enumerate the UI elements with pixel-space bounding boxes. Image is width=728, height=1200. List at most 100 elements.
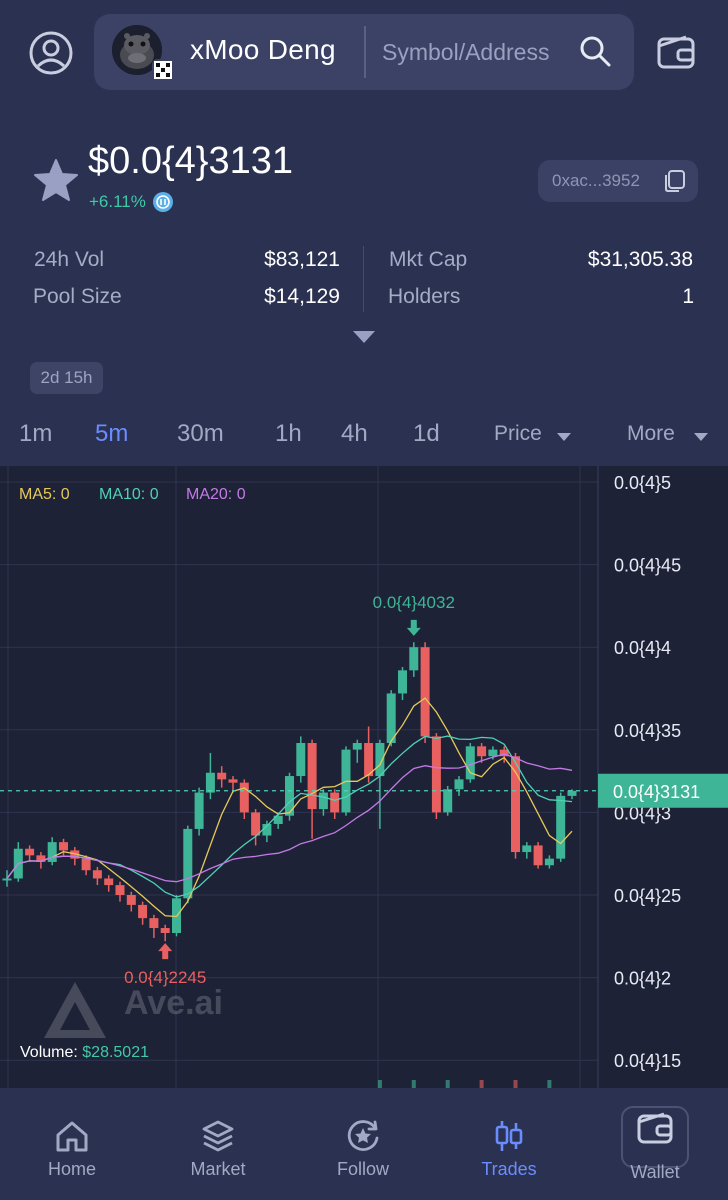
candle-body bbox=[522, 845, 532, 853]
tab-5m[interactable]: 5m bbox=[95, 420, 129, 447]
candlestick-chart[interactable]: 0.0{4}50.0{4}450.0{4}40.0{4}350.0{4}30.0… bbox=[0, 466, 728, 1088]
candle-body bbox=[296, 743, 306, 777]
nav-home[interactable]: Home bbox=[12, 1088, 132, 1200]
price-chart[interactable]: 0.0{4}5 0.0{4}45 0.0{4}4 0.0{4}35 0.0{4}3 0.0… bbox=[0, 466, 728, 1088]
candle-body bbox=[126, 895, 136, 905]
candle-body bbox=[375, 743, 385, 777]
nav-home-label: Home bbox=[47, 1159, 96, 1179]
candle-body bbox=[330, 792, 340, 813]
candle-body bbox=[386, 693, 396, 744]
token-avatar bbox=[112, 25, 162, 75]
search-divider bbox=[364, 26, 366, 78]
nav-market-label: Market bbox=[190, 1159, 246, 1179]
candle-body bbox=[104, 878, 114, 886]
y-tick-label: 0.0{4}2 bbox=[614, 969, 671, 989]
volume-label: Volume: bbox=[20, 1044, 78, 1061]
candle-body bbox=[511, 756, 520, 853]
candle-body bbox=[409, 647, 419, 671]
more-caret-icon[interactable] bbox=[694, 433, 708, 441]
favorite-star-icon[interactable] bbox=[33, 158, 79, 202]
candle-body bbox=[431, 736, 441, 813]
candle-body bbox=[533, 845, 543, 866]
candle-body bbox=[59, 842, 68, 851]
high-price-label: 0.0{4}4032 bbox=[373, 593, 455, 612]
volume-readout: Volume: $28.5021 bbox=[20, 1044, 149, 1062]
candle-body bbox=[285, 776, 294, 816]
ma5-line bbox=[6, 697, 573, 918]
candle-body bbox=[25, 848, 35, 856]
price-caret-icon[interactable] bbox=[557, 433, 571, 441]
ma10-legend: MA10: 0 bbox=[99, 486, 159, 503]
high-arrow-icon bbox=[406, 619, 421, 636]
volume-bar bbox=[513, 1080, 518, 1088]
nav-trades[interactable]: Trades bbox=[449, 1088, 569, 1200]
candle-body bbox=[352, 743, 362, 750]
price-dropdown[interactable]: Price bbox=[494, 422, 542, 445]
candle-body bbox=[567, 790, 577, 796]
volume-bar bbox=[445, 1080, 450, 1088]
volume-bar bbox=[377, 1080, 382, 1088]
ave-logo-icon bbox=[44, 982, 106, 1038]
candle-body bbox=[273, 815, 283, 824]
candle-body bbox=[398, 670, 407, 694]
volume-bar bbox=[547, 1080, 552, 1088]
holders-value: 1 bbox=[682, 285, 694, 308]
candle-body bbox=[443, 789, 453, 813]
top-bar: xMoo Deng bbox=[0, 0, 728, 104]
wallet-icon bbox=[637, 1112, 673, 1144]
more-dropdown[interactable]: More bbox=[627, 422, 675, 445]
expand-triangle-icon[interactable] bbox=[352, 330, 376, 344]
vol-24h-value: $83,121 bbox=[264, 248, 340, 271]
price-change: +6.11% bbox=[89, 192, 146, 211]
tab-30m[interactable]: 30m bbox=[177, 420, 224, 447]
candles-icon bbox=[495, 1121, 523, 1151]
info-badge-icon[interactable] bbox=[152, 191, 174, 213]
vol-24h-label: 24h Vol bbox=[34, 248, 105, 271]
interval-tabs: 1m 5m 30m 1h 4h 1d Price More bbox=[0, 412, 728, 464]
candle-body bbox=[318, 792, 328, 810]
wallet-header-icon[interactable] bbox=[656, 32, 696, 72]
candle-body bbox=[115, 885, 125, 895]
candle-body bbox=[92, 870, 102, 879]
search-input[interactable] bbox=[382, 32, 572, 72]
candle-body bbox=[228, 779, 238, 783]
candle-body bbox=[544, 858, 554, 866]
candle-body bbox=[2, 878, 12, 881]
token-price: $0.0{4}3131 bbox=[88, 140, 294, 182]
candle-body bbox=[70, 850, 80, 859]
volume-value: $28.5021 bbox=[82, 1044, 149, 1061]
volume-bar bbox=[479, 1080, 484, 1088]
current-price-label: 0.0{4}3131 bbox=[613, 782, 700, 802]
stats-divider bbox=[363, 246, 364, 312]
candle-body bbox=[149, 918, 159, 929]
ma5-legend: MA5: 0 bbox=[19, 486, 70, 503]
search-icon[interactable] bbox=[578, 34, 612, 68]
nav-follow[interactable]: Follow bbox=[303, 1088, 423, 1200]
candle-body bbox=[364, 743, 374, 777]
nav-market[interactable]: Market bbox=[158, 1088, 278, 1200]
candle-body bbox=[239, 782, 249, 813]
y-tick-label: 0.0{4}25 bbox=[614, 886, 681, 906]
pool-size-value: $14,129 bbox=[264, 285, 340, 308]
watermark-text: Ave.ai bbox=[124, 984, 223, 1022]
tab-1h[interactable]: 1h bbox=[275, 420, 302, 447]
low-price-label: 0.0{4}2245 bbox=[124, 968, 206, 987]
tab-1m[interactable]: 1m bbox=[19, 420, 53, 447]
profile-icon[interactable] bbox=[28, 30, 74, 76]
tab-1d[interactable]: 1d bbox=[413, 420, 440, 447]
copy-icon[interactable] bbox=[662, 169, 686, 193]
layers-icon bbox=[202, 1120, 234, 1152]
y-tick-label: 0.0{4}15 bbox=[614, 1051, 681, 1071]
candle-body bbox=[251, 812, 261, 836]
candle-body bbox=[420, 647, 430, 737]
tab-4h[interactable]: 4h bbox=[341, 420, 368, 447]
candle-body bbox=[160, 928, 170, 933]
candle-body bbox=[194, 792, 204, 829]
token-name[interactable]: xMoo Deng bbox=[190, 34, 336, 65]
nav-wallet[interactable]: Wallet bbox=[595, 1088, 715, 1200]
contract-address-button[interactable]: 0xac...3952 bbox=[538, 160, 698, 202]
y-tick-label: 0.0{4}5 bbox=[614, 473, 671, 493]
token-search-bar[interactable]: xMoo Deng bbox=[94, 14, 634, 90]
y-tick-label: 0.0{4}4 bbox=[614, 638, 671, 658]
hippo-avatar-icon bbox=[112, 25, 162, 75]
